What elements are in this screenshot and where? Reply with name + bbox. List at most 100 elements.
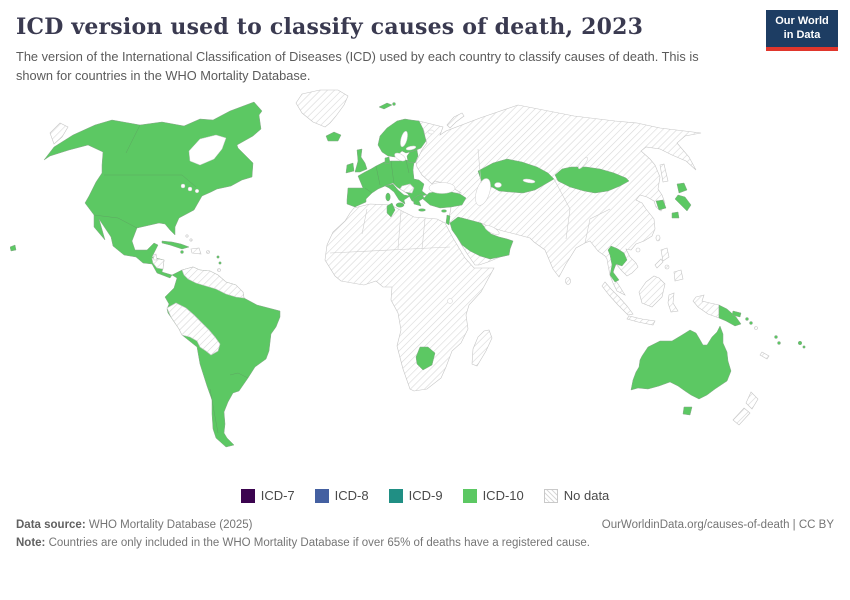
lake-balkhash xyxy=(522,178,536,184)
map-region-fiji-b[interactable] xyxy=(802,345,806,349)
map-region-new-caledonia[interactable] xyxy=(759,351,770,360)
chart-subtitle: The version of the International Classif… xyxy=(16,49,699,83)
map-region-north-america[interactable] xyxy=(43,101,263,279)
map-region-iceland[interactable] xyxy=(325,131,342,142)
lake-victoria xyxy=(447,298,453,304)
page-title: ICD version used to classify causes of d… xyxy=(16,14,644,40)
map-region-australia[interactable] xyxy=(630,325,732,400)
map-region-baltic-states[interactable] xyxy=(406,149,419,164)
legend-swatch-icd10 xyxy=(462,488,477,503)
map-region-belize[interactable] xyxy=(152,253,158,261)
white-sea xyxy=(427,129,435,135)
note-text: Countries are only included in the WHO M… xyxy=(45,537,591,550)
map-region-sri-lanka[interactable] xyxy=(565,277,571,285)
map-region-solomon-nodata[interactable] xyxy=(754,326,758,330)
map-region-java[interactable] xyxy=(626,315,656,326)
legend-item-icd7[interactable]: ICD-7 xyxy=(240,488,295,504)
map-region-balkans-patch[interactable] xyxy=(399,183,415,194)
map-region-bahamas-a[interactable] xyxy=(185,234,189,238)
map-region-venezuela-guyanas[interactable] xyxy=(181,266,245,299)
map-region-sulawesi[interactable] xyxy=(667,292,679,313)
map-region-madagascar[interactable] xyxy=(471,329,493,367)
map-region-mongolia[interactable] xyxy=(554,166,630,194)
map-region-sumatra[interactable] xyxy=(601,281,634,316)
map-region-united-kingdom[interactable] xyxy=(354,148,368,173)
gulf-of-finland xyxy=(405,145,417,151)
map-region-borneo[interactable] xyxy=(638,275,666,308)
map-region-philippines-mindanao[interactable] xyxy=(673,269,684,282)
map-region-solomon-a[interactable] xyxy=(745,317,749,321)
data-source-label: Data source: xyxy=(16,519,86,532)
map-region-bahamas-b[interactable] xyxy=(189,238,193,242)
logo-text-line1: Our World xyxy=(775,15,829,27)
map-region-israel[interactable] xyxy=(445,214,451,226)
map-region-svalbard[interactable] xyxy=(378,102,393,110)
map-region-antilles-b[interactable] xyxy=(218,261,222,265)
legend-label-icd10: ICD-10 xyxy=(482,488,524,504)
map-region-honduras-nicaragua[interactable] xyxy=(151,257,165,270)
owid-logo[interactable]: Our World in Data xyxy=(766,10,838,51)
country-borders xyxy=(93,124,611,434)
map-region-vanuatu-a[interactable] xyxy=(774,335,778,339)
map-region-antilles-a[interactable] xyxy=(216,255,220,259)
map-region-left-edge-islet[interactable] xyxy=(10,244,17,252)
map-region-new-zealand-south[interactable] xyxy=(732,407,751,426)
map-region-philippines-visayas[interactable] xyxy=(664,264,670,270)
map-region-novaya-zemlya[interactable] xyxy=(446,112,465,129)
map-region-solomon-b[interactable] xyxy=(749,321,753,325)
map-region-japan-honshu[interactable] xyxy=(674,194,692,212)
map-region-japan-hokkaido[interactable] xyxy=(676,182,688,194)
map-region-philippines-palawan[interactable] xyxy=(654,258,664,269)
legend-label-icd7: ICD-7 xyxy=(260,488,295,504)
map-region-africa-nodata[interactable] xyxy=(324,203,495,392)
map-region-taiwan[interactable] xyxy=(655,234,661,242)
map-region-greenland[interactable] xyxy=(295,89,349,128)
legend-item-icd10[interactable]: ICD-10 xyxy=(462,488,524,504)
map-region-trinidad[interactable] xyxy=(217,268,221,272)
map-region-greece[interactable] xyxy=(412,193,425,207)
map-region-cuba[interactable] xyxy=(161,240,190,250)
map-region-south-korea[interactable] xyxy=(655,199,667,211)
data-source: Data source: WHO Mortality Database (202… xyxy=(16,519,252,531)
legend-item-icd9[interactable]: ICD-9 xyxy=(388,488,443,503)
map-region-new-britain[interactable] xyxy=(731,310,742,318)
map-region-sakhalin[interactable] xyxy=(659,163,669,183)
map-region-jamaica[interactable] xyxy=(180,250,184,254)
map-region-italy[interactable] xyxy=(384,183,411,205)
lake-baikal xyxy=(578,157,588,170)
logo-text-line2: in Data xyxy=(783,28,821,41)
map-region-japan-kyushu[interactable] xyxy=(671,211,680,219)
legend-swatch-icd9 xyxy=(388,488,403,503)
map-region-peru-bolivia[interactable] xyxy=(166,302,221,356)
map-region-arabia[interactable] xyxy=(449,216,514,260)
map-region-sicily[interactable] xyxy=(395,202,405,208)
persian-gulf xyxy=(484,225,500,235)
map-region-vanuatu-b[interactable] xyxy=(777,341,781,345)
legend-item-icd8[interactable]: ICD-8 xyxy=(314,488,369,503)
map-region-tasmania[interactable] xyxy=(682,406,693,416)
map-region-denmark[interactable] xyxy=(384,156,391,165)
map-region-hispaniola[interactable] xyxy=(190,247,202,255)
inland-water xyxy=(180,129,588,304)
map-region-philippines-luzon[interactable] xyxy=(660,247,670,262)
legend-item-no-data[interactable]: No data xyxy=(543,488,609,503)
map-region-cyprus[interactable] xyxy=(441,209,447,213)
map-region-papua-new-guinea[interactable] xyxy=(718,304,742,327)
credit-link[interactable]: OurWorldinData.org/causes-of-death | CC … xyxy=(601,519,834,532)
gulf-of-bothnia xyxy=(400,131,408,148)
map-region-hainan[interactable] xyxy=(635,247,641,253)
map-region-tunisia[interactable] xyxy=(386,202,396,218)
map-region-europe-mainland[interactable] xyxy=(346,159,428,208)
map-region-svalbard-east[interactable] xyxy=(392,102,396,106)
map-region-south-america[interactable] xyxy=(164,266,281,448)
map-region-thailand[interactable] xyxy=(607,245,628,283)
map-region-sardinia[interactable] xyxy=(385,192,391,202)
map-region-new-zealand-north[interactable] xyxy=(745,391,759,410)
map-region-botswana[interactable] xyxy=(415,346,436,371)
map-region-west-new-guinea[interactable] xyxy=(692,294,720,319)
map-region-ireland[interactable] xyxy=(345,162,355,174)
map-region-chukotka-wrap[interactable] xyxy=(49,122,69,145)
map-region-puerto-rico[interactable] xyxy=(206,250,210,254)
map-region-crete[interactable] xyxy=(418,208,426,212)
map-region-fiji-a[interactable] xyxy=(797,341,803,346)
